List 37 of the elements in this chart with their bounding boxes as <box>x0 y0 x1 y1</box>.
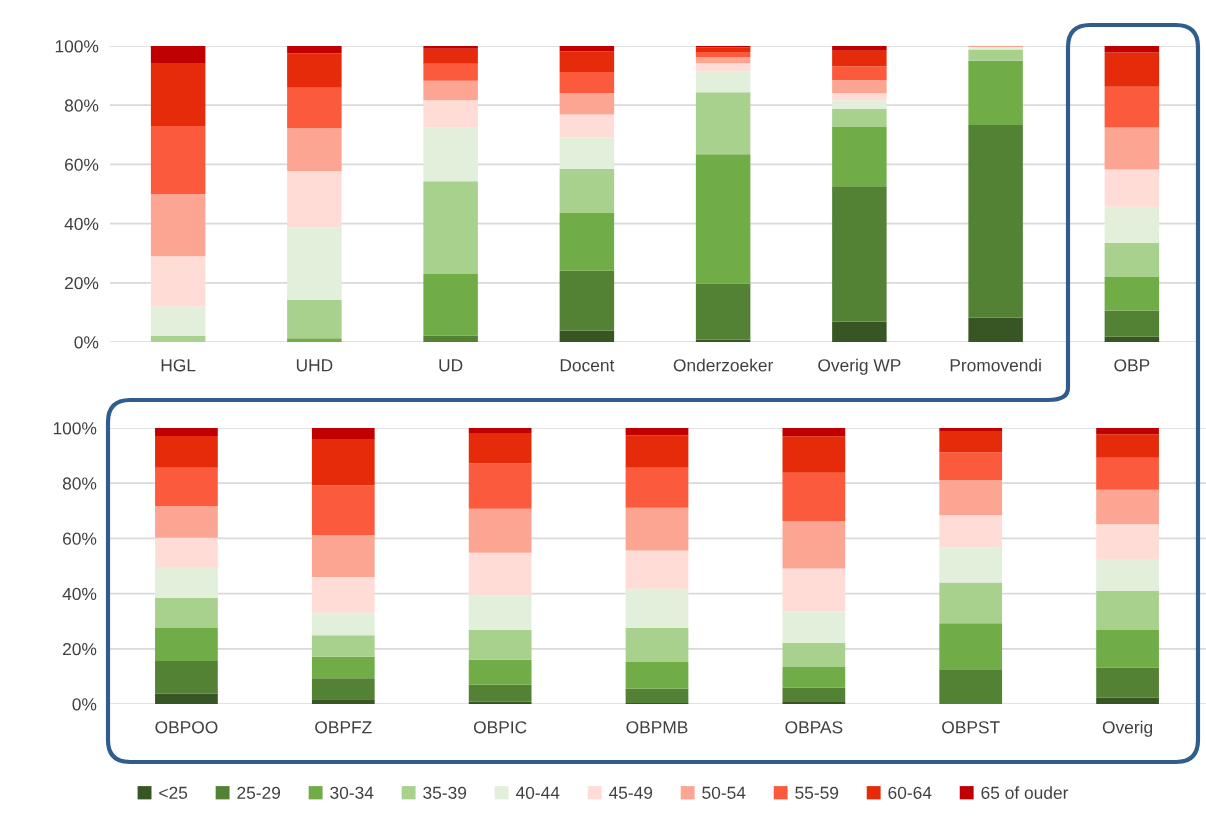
y-tick-label: 20% <box>63 642 97 656</box>
x-tick-label: Overig WP <box>818 358 901 375</box>
y-tick-label: 40% <box>64 217 99 231</box>
legend-label: 50-54 <box>702 786 746 799</box>
x-tick-label: OBP <box>1114 359 1150 372</box>
legend-label: <25 <box>159 786 188 799</box>
legend-label: 35-39 <box>423 786 467 799</box>
legend-label: 45-49 <box>608 786 653 799</box>
y-tick-label: 40% <box>62 587 97 601</box>
x-tick-label: UD <box>439 359 463 372</box>
y-tick-label: 100% <box>55 40 99 53</box>
x-tick-label: OBPFZ <box>315 721 372 734</box>
x-tick-label: Overig <box>1102 720 1153 737</box>
legend-label: 40-44 <box>515 786 560 799</box>
y-tick-label: 0% <box>74 336 99 349</box>
legend-label: 60-64 <box>888 786 932 799</box>
x-tick-label: OBPOO <box>155 721 218 734</box>
y-tick-label: 100% <box>53 422 97 435</box>
legend-label: 65 of ouder <box>981 786 1069 799</box>
x-tick-label: OBPMB <box>626 721 688 734</box>
y-tick-label: 60% <box>65 158 99 171</box>
y-tick-label: 80% <box>62 477 97 490</box>
x-tick-label: UHD <box>296 359 333 372</box>
x-tick-label: OBPST <box>942 721 1000 734</box>
x-tick-label: Promovendi <box>950 358 1041 372</box>
x-tick-label: HGL <box>161 359 196 372</box>
y-tick-label: 0% <box>72 698 97 711</box>
y-tick-label: 20% <box>65 276 99 290</box>
legend-label: 30-34 <box>330 786 374 799</box>
x-tick-label: Docent <box>560 359 615 372</box>
x-tick-label: OBPAS <box>785 721 843 734</box>
legend-label: 25-29 <box>237 786 281 799</box>
y-tick-label: 60% <box>63 532 97 545</box>
legend-label: 55-59 <box>795 786 839 799</box>
x-tick-label: OBPIC <box>473 721 527 734</box>
y-tick-label: 80% <box>64 99 99 112</box>
x-tick-label: Onderzoeker <box>673 358 774 372</box>
